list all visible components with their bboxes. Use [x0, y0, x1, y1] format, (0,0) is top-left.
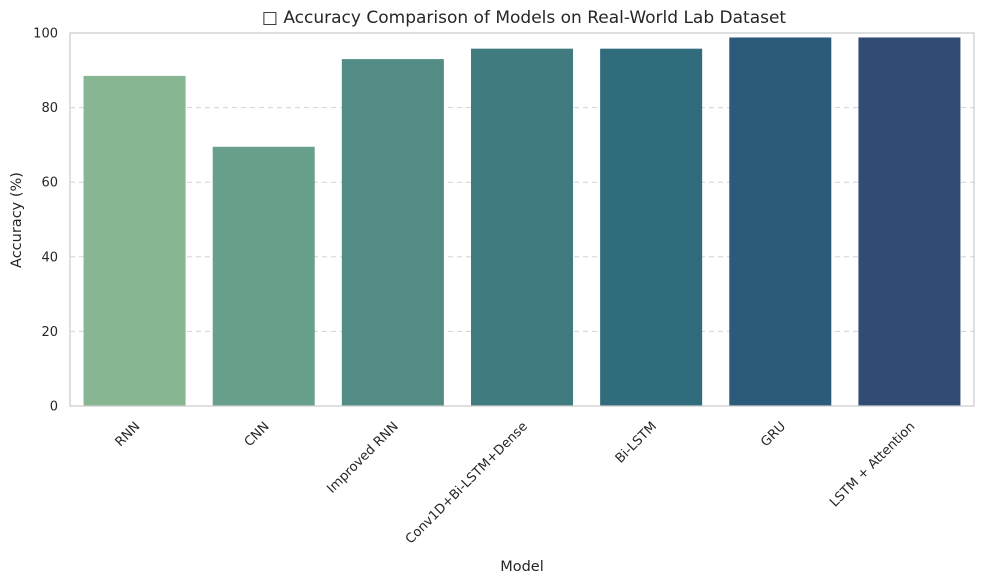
bar: [600, 48, 703, 406]
x-axis-ticks: RNN CNN Improved RNN Conv1D+Bi-LSTM+Dense Bi…: [113, 419, 919, 547]
y-tick-label: 0: [50, 400, 58, 415]
bar: [729, 37, 832, 406]
x-tick-label: Conv1D+Bi-LSTM+Dense: [403, 419, 531, 547]
bar: [83, 75, 186, 407]
bar: [341, 59, 444, 407]
y-tick-label: 20: [41, 325, 58, 340]
x-tick-label: Improved RNN: [324, 419, 401, 496]
bars: [83, 37, 961, 407]
x-tick-label: Bi-LSTM: [613, 419, 660, 466]
bar: [858, 37, 961, 406]
y-tick-label: 100: [33, 27, 58, 42]
y-tick-label: 60: [41, 176, 58, 191]
y-axis-ticks: 0 20 40 60 80 100: [33, 27, 58, 415]
x-tick-label: LSTM + Attention: [827, 419, 918, 510]
x-tick-label: CNN: [242, 419, 273, 450]
x-tick-label: RNN: [113, 419, 144, 450]
y-tick-label: 80: [41, 101, 58, 116]
bar: [212, 146, 315, 406]
x-tick-label: GRU: [758, 419, 789, 450]
y-axis-label: Accuracy (%): [9, 172, 25, 268]
plot-frame: [69, 32, 975, 407]
y-tick-label: 40: [41, 250, 58, 265]
x-axis-label: Model: [500, 559, 544, 575]
bar: [470, 48, 574, 406]
chart-title: □ Accuracy Comparison of Models on Real-…: [262, 8, 787, 28]
